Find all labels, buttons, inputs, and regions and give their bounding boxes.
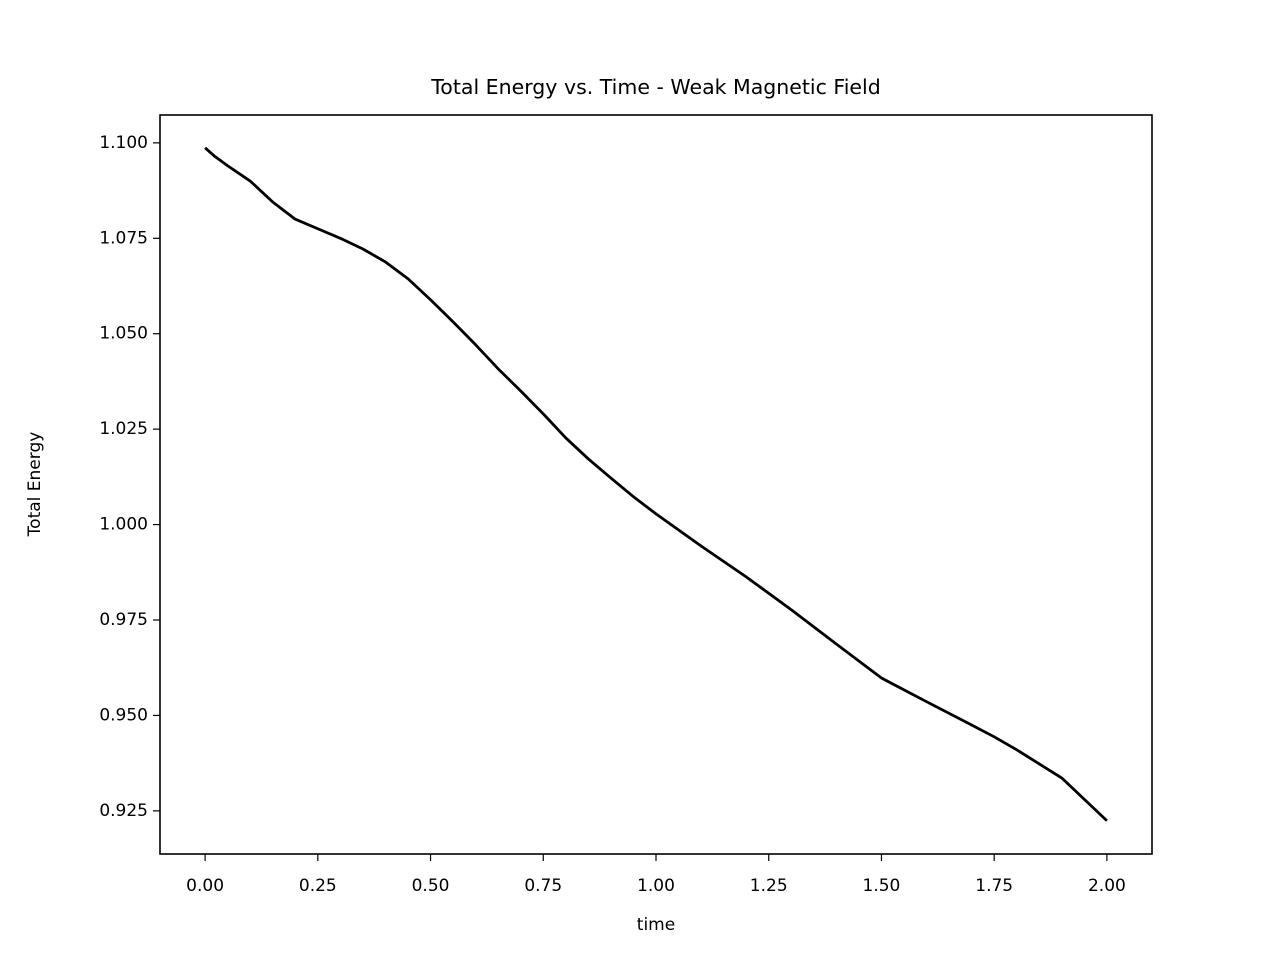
y-tick-label: 1.100 <box>99 133 148 153</box>
chart-title: Total Energy vs. Time - Weak Magnetic Fi… <box>430 75 880 99</box>
plot-frame <box>159 114 1153 855</box>
x-tick-label: 0.00 <box>186 876 224 896</box>
y-axis-label: Total Energy <box>25 432 45 538</box>
y-tick-label: 1.000 <box>99 515 148 535</box>
x-tick-label: 1.50 <box>863 876 901 896</box>
line-series <box>204 146 1108 822</box>
y-tick-label: 1.025 <box>99 419 148 439</box>
x-tick-label: 1.75 <box>975 876 1013 896</box>
y-tick-label: 0.925 <box>99 801 148 821</box>
x-tick-label: 2.00 <box>1088 876 1126 896</box>
y-tick-label: 0.975 <box>99 610 148 630</box>
x-tick-label: 0.75 <box>524 876 562 896</box>
x-tick-label: 0.25 <box>299 876 337 896</box>
x-tick-label: 0.50 <box>412 876 450 896</box>
y-tick-label: 1.050 <box>99 324 148 344</box>
x-axis-label: time <box>637 915 675 935</box>
x-tick-label: 1.25 <box>750 876 788 896</box>
y-tick-label: 1.075 <box>99 228 148 248</box>
x-tick-label: 1.00 <box>637 876 675 896</box>
y-tick-label: 0.950 <box>99 705 148 725</box>
